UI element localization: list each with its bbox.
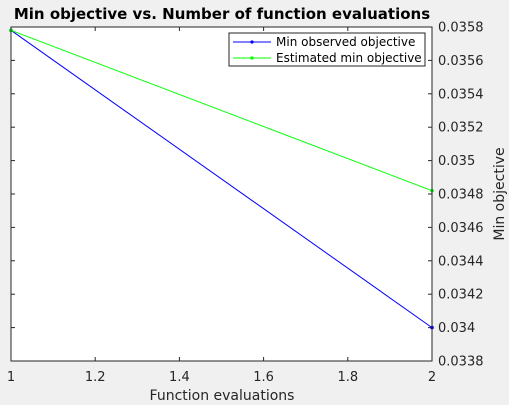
y-tick-label: 0.0358 — [438, 21, 484, 36]
y-axis-label: Min objective — [492, 147, 508, 240]
plot-area — [11, 27, 432, 361]
x-tick-label: 1 — [7, 370, 15, 385]
y-tick-label: 0.0352 — [438, 121, 484, 136]
series-line-0 — [10, 29, 433, 329]
x-axis-label: Function evaluations — [150, 388, 295, 404]
legend-box — [228, 32, 426, 67]
x-tick-label: 1.4 — [169, 370, 190, 385]
y-tick-label: 0.034 — [438, 321, 475, 336]
y-tick-label: 0.0356 — [438, 54, 484, 69]
y-tick-label: 0.0344 — [438, 254, 484, 269]
series-line-1 — [10, 29, 433, 192]
x-tick-label: 1.2 — [85, 370, 106, 385]
legend-label-estimated-min: Estimated min objective — [276, 51, 422, 65]
y-tick-label: 0.0338 — [438, 355, 484, 370]
legend-label-min-observed: Min observed objective — [276, 35, 415, 49]
x-tick-label: 1.6 — [253, 370, 274, 385]
x-tick-label: 2 — [428, 370, 436, 385]
x-tick-label: 1.8 — [337, 370, 358, 385]
legend-marker-estimated-min — [250, 56, 254, 60]
legend-marker-min-observed — [250, 40, 254, 44]
legend: Min observed objective Estimated min obj… — [228, 32, 426, 67]
y-tick-label: 0.0342 — [438, 288, 484, 303]
chart-title: Min objective vs. Number of function eva… — [14, 5, 430, 23]
series-group — [9, 28, 434, 330]
y-tick-label: 0.0346 — [438, 221, 484, 236]
y-tick-label: 0.035 — [438, 154, 475, 169]
y-tick-label: 0.0348 — [438, 188, 484, 203]
axes-frame — [10, 26, 433, 362]
ticks-group: 1 1.2 1.4 1.6 1.8 20.0338 0.034 0.0342 0.0344 0.0… — [7, 21, 484, 386]
y-tick-label: 0.0354 — [438, 87, 484, 102]
